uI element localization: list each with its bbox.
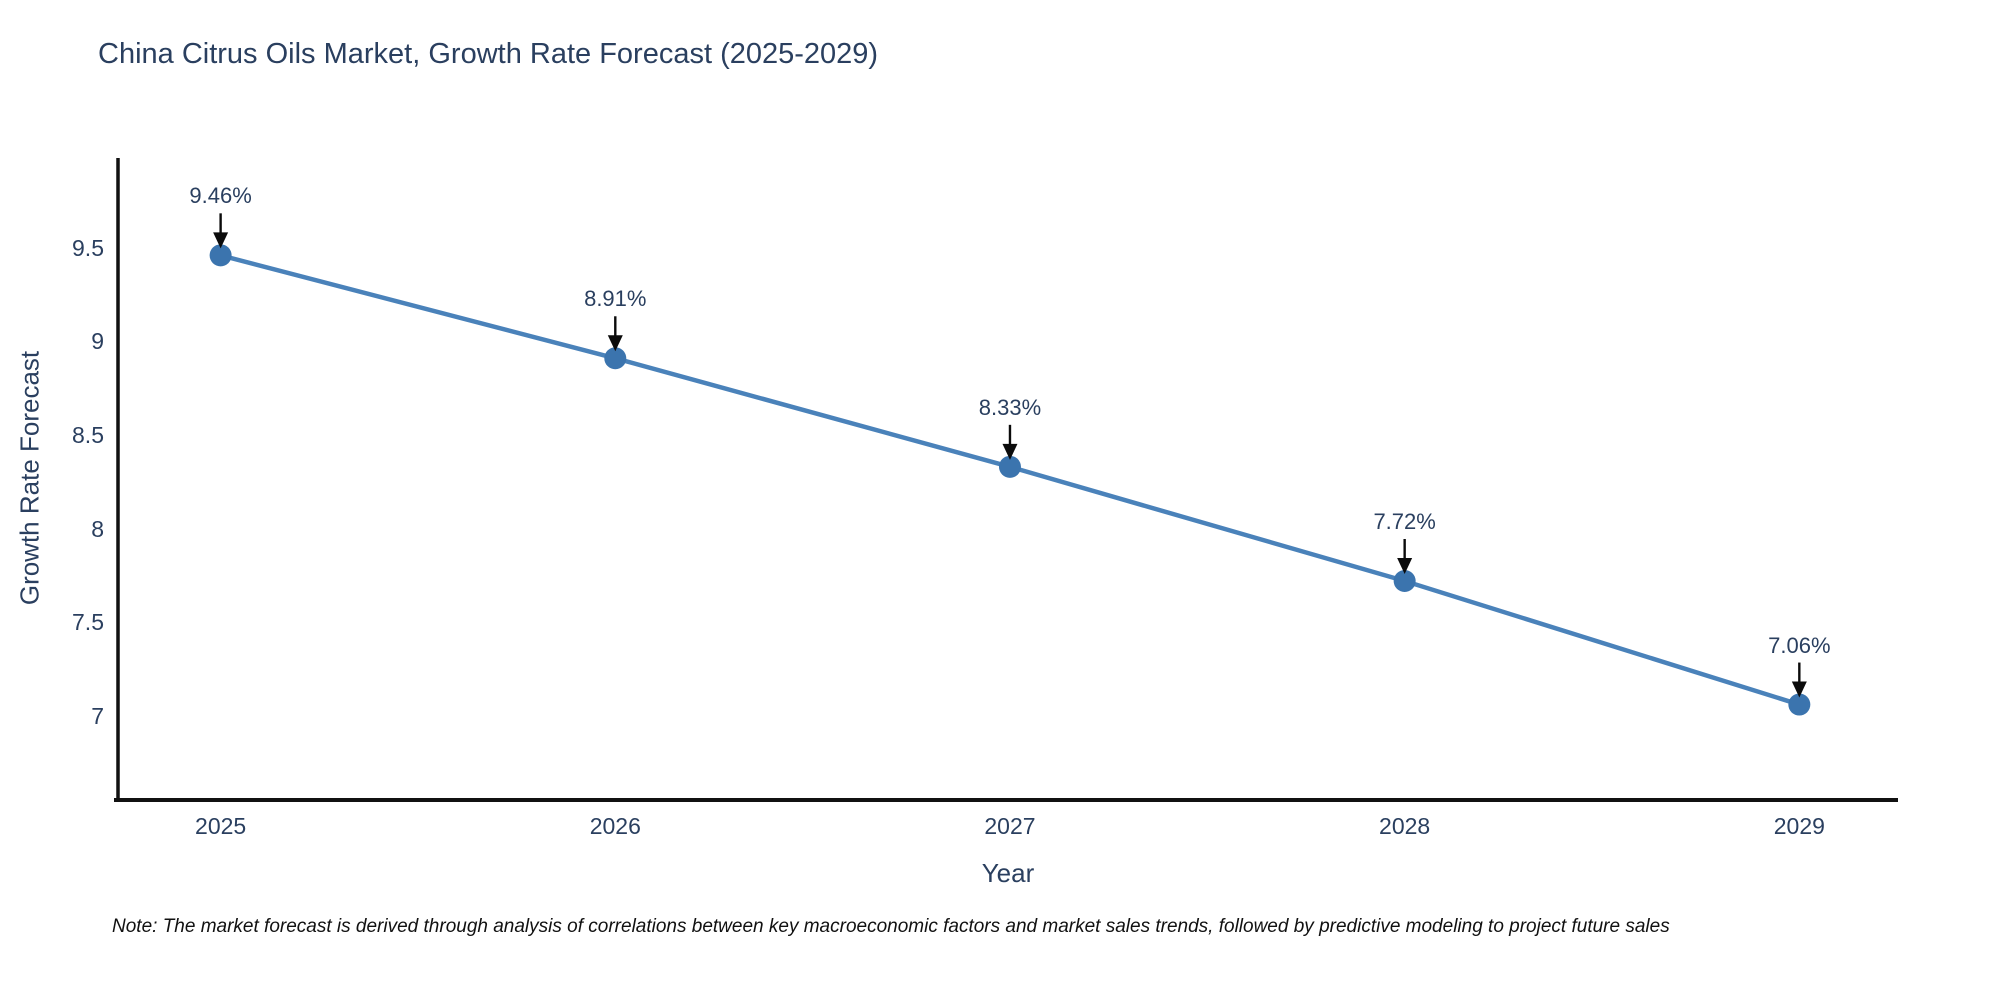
data-point-marker [1788,693,1811,716]
x-tick-label: 2026 [589,813,641,839]
annotation-arrow-head [1791,681,1807,698]
y-tick-label: 9 [91,328,104,355]
footnote: Note: The market forecast is derived thr… [112,916,1670,937]
x-axis-title: Year [981,858,1035,888]
x-tick-label: 2028 [1379,813,1431,839]
data-point-marker [1393,570,1416,593]
y-tick-label: 9.5 [72,234,104,261]
data-point-value-label: 7.06% [1768,632,1831,658]
y-axis-title: Growth Rate Forecast [14,350,45,606]
annotation-arrow-head [1397,558,1413,575]
data-point-value-label: 7.72% [1373,509,1436,534]
data-point-marker [604,347,627,370]
x-tick-label: 2029 [1773,813,1825,839]
x-tick-label: 2025 [195,813,247,839]
x-tick-label: 2027 [984,813,1036,839]
series-line [218,253,1802,707]
data-point-marker [998,455,1021,478]
annotation-arrow-head [607,335,623,352]
data-point-value-label: 9.46% [189,183,252,209]
annotation-arrow-head [213,232,229,249]
y-tick-label: 8 [91,515,104,542]
data-point-value-label: 8.33% [978,394,1042,420]
annotation-arrow-head [1002,443,1018,460]
y-tick-label: 7.5 [72,609,104,636]
data-point-marker [209,244,232,267]
data-point-value-label: 8.91% [584,286,647,312]
y-tick-label: 7 [91,702,104,729]
y-tick-label: 8.5 [72,422,104,448]
chart-title: China Citrus Oils Market, Growth Rate Fo… [98,38,879,70]
